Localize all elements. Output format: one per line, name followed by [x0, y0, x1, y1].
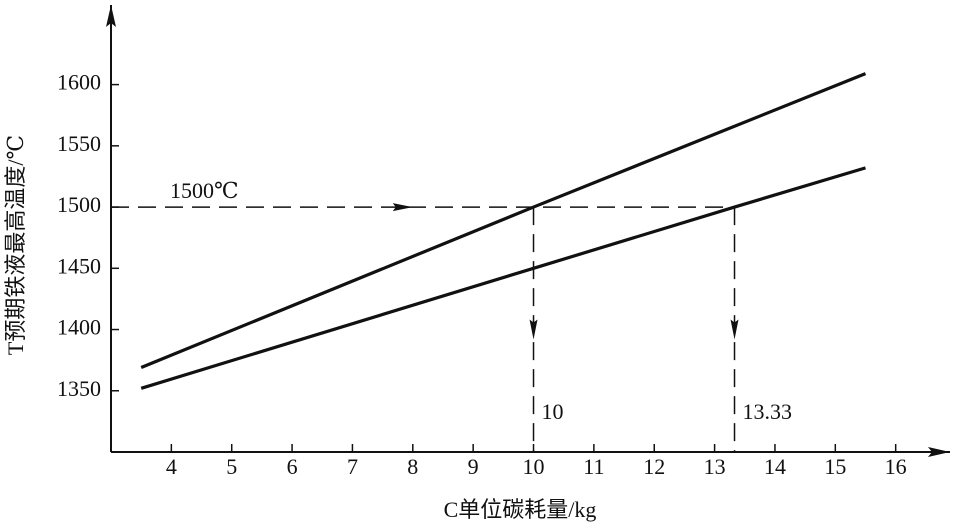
x-tick-label: 6 [287, 454, 298, 479]
x-tick-label: 15 [824, 454, 846, 479]
x-tick-label: 5 [226, 454, 237, 479]
arrow-head [392, 203, 413, 212]
series-line [140, 72, 867, 369]
x-tick-label: 16 [885, 454, 907, 479]
arrow-head [529, 319, 538, 340]
y-tick-label: 1350 [57, 376, 101, 401]
arrow-head [730, 319, 739, 340]
y-tick-label: 1500 [57, 192, 101, 217]
reference-label: 1500℃ [170, 178, 239, 203]
y-axis-arrow [106, 5, 116, 27]
x-tick-label: 8 [407, 454, 418, 479]
y-tick-label: 1550 [57, 131, 101, 156]
x-tick-label: 7 [347, 454, 358, 479]
x-tick-label: 4 [166, 454, 177, 479]
y-tick-label: 1450 [57, 253, 101, 278]
y-tick-label: 1400 [57, 315, 101, 340]
x-axis-arrow [928, 447, 950, 457]
x-tick-label: 12 [643, 454, 665, 479]
x-tick-label: 13 [704, 454, 726, 479]
y-axis-label: T预期铁液最高温度/℃ [3, 135, 28, 355]
x-tick-label: 9 [468, 454, 479, 479]
marker-label: 10 [542, 399, 564, 424]
marker-label: 13.33 [743, 399, 793, 424]
x-tick-label: 10 [523, 454, 545, 479]
series-line [140, 166, 866, 390]
x-axis-label: C单位碳耗量/kg [444, 497, 597, 522]
y-tick-label: 1600 [57, 70, 101, 95]
x-tick-label: 14 [764, 454, 786, 479]
x-tick-label: 11 [583, 454, 604, 479]
